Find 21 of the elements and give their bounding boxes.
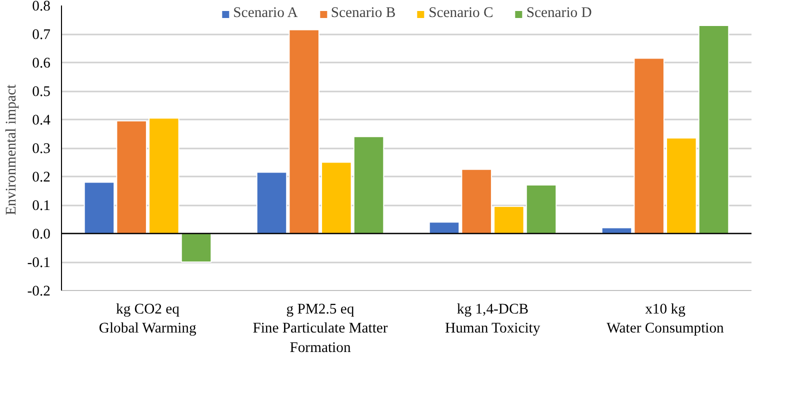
legend-label: Scenario B	[330, 5, 396, 22]
y-tick-label: 0.4	[32, 112, 52, 128]
legend-label: Scenario C	[428, 5, 494, 22]
legend-label: Scenario A	[233, 5, 298, 22]
x-tick-label: kg 1,4-DCB Human Toxicity	[445, 302, 541, 337]
y-tick-label: 0.2	[32, 170, 51, 186]
y-tick-label: 0.5	[32, 84, 51, 100]
y-tick-label: -0.2	[27, 284, 50, 300]
y-tick-label: 0.7	[32, 27, 51, 43]
y-axis-title: Environmental impact	[3, 84, 20, 216]
legend-label: Scenario D	[526, 5, 592, 22]
y-tick-label: 0.1	[32, 198, 51, 214]
x-tick-label: kg CO2 eq Global Warming	[98, 302, 198, 337]
y-tick-label: 0.6	[32, 56, 51, 72]
bar	[180, 233, 212, 262]
y-tick-label: -0.1	[27, 255, 50, 271]
y-tick-label: 0.0	[32, 226, 51, 242]
x-tick-label: x10 kg Water Consumption	[606, 302, 725, 337]
y-tick-label: 0.3	[32, 141, 51, 157]
x-tick-label: g PM2.5 eq Fine Particulate Matter Formation	[252, 302, 388, 356]
y-tick-label: 0.8	[32, 0, 51, 14]
